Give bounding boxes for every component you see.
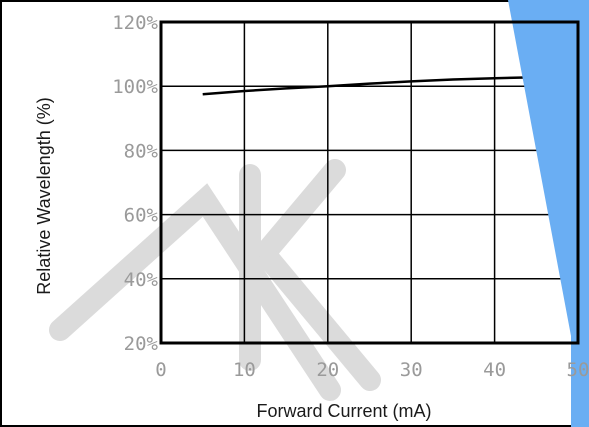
x-tick-label: 20 [316,359,339,381]
x-tick-label: 0 [155,359,166,381]
highlight-band [508,0,589,427]
y-tick-label: 120% [112,12,158,34]
plot-border [159,20,580,345]
y-tick-label: 40% [124,269,159,291]
plot-area [160,21,579,344]
x-tick-label: 40 [483,359,506,381]
x-tick-label: 30 [400,359,423,381]
axes: 20% 40% 60% 80% 100% 120% 0 10 20 30 40 50 [112,12,589,381]
x-tick-label: 50 [567,359,589,381]
y-tick-label: 60% [124,205,159,227]
x-tick-label: 10 [233,359,256,381]
y-tick-label: 20% [124,333,159,355]
watermark [49,159,381,401]
series-line [202,75,579,96]
y-tick-label: 80% [124,140,159,162]
y-axis-title: Relative Wavelength (%) [34,97,54,294]
y-tick-label: 100% [112,76,158,98]
x-axis-title: Forward Current (mA) [256,401,431,421]
